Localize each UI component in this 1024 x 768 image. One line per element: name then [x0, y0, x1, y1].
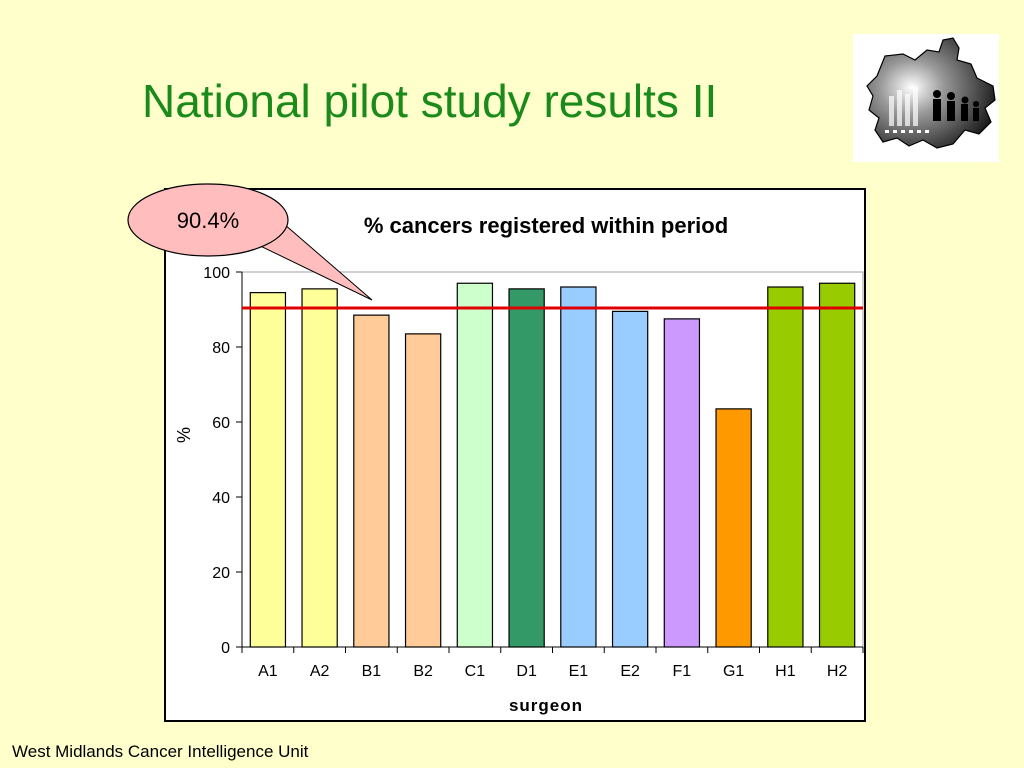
y-tick-label: 100: [203, 265, 230, 282]
y-axis-label: %: [174, 427, 194, 443]
bar-d1: [508, 288, 545, 648]
y-tick-label: 60: [212, 415, 230, 432]
west-midlands-population-logo-icon: [866, 37, 996, 149]
x-tick-label: C1: [465, 663, 486, 680]
x-tick-label: A1: [258, 663, 278, 680]
chart-title: % cancers registered within period: [364, 213, 728, 238]
x-axis-label: surgeon: [509, 696, 583, 715]
bar-e2: [611, 310, 649, 648]
x-tick-label: A2: [310, 663, 330, 680]
bar-g1: [715, 408, 752, 648]
bar-b1: [353, 314, 390, 648]
bar-e1: [560, 286, 597, 648]
x-tick-label: H2: [827, 663, 848, 680]
bar-a1: [249, 292, 287, 648]
x-tick-label: D1: [516, 663, 537, 680]
bar-b2: [404, 333, 442, 648]
y-tick-label: 20: [212, 565, 230, 582]
x-tick-label: E1: [569, 663, 589, 680]
x-tick-label: B2: [413, 663, 433, 680]
x-tick-label: H1: [775, 663, 796, 680]
bar-h2: [818, 282, 856, 648]
x-tick-label: E2: [620, 663, 640, 680]
y-tick-label: 40: [212, 490, 230, 507]
bar-f1: [663, 318, 701, 648]
x-tick-label: F1: [673, 663, 692, 680]
logo: [853, 34, 999, 162]
y-tick-label: 0: [221, 640, 230, 657]
bar-a2: [301, 288, 338, 648]
bar-h1: [767, 286, 804, 648]
chart-frame: % cancers registered within period % sur…: [164, 188, 866, 722]
x-tick-label: B1: [362, 663, 382, 680]
bar-chart: % cancers registered within period % sur…: [174, 213, 864, 715]
bar-c1: [456, 282, 494, 648]
y-tick-label: 80: [212, 340, 230, 357]
slide-title: National pilot study results II: [142, 75, 718, 127]
footer-text: West Midlands Cancer Intelligence Unit: [12, 742, 309, 761]
x-tick-label: G1: [723, 663, 744, 680]
